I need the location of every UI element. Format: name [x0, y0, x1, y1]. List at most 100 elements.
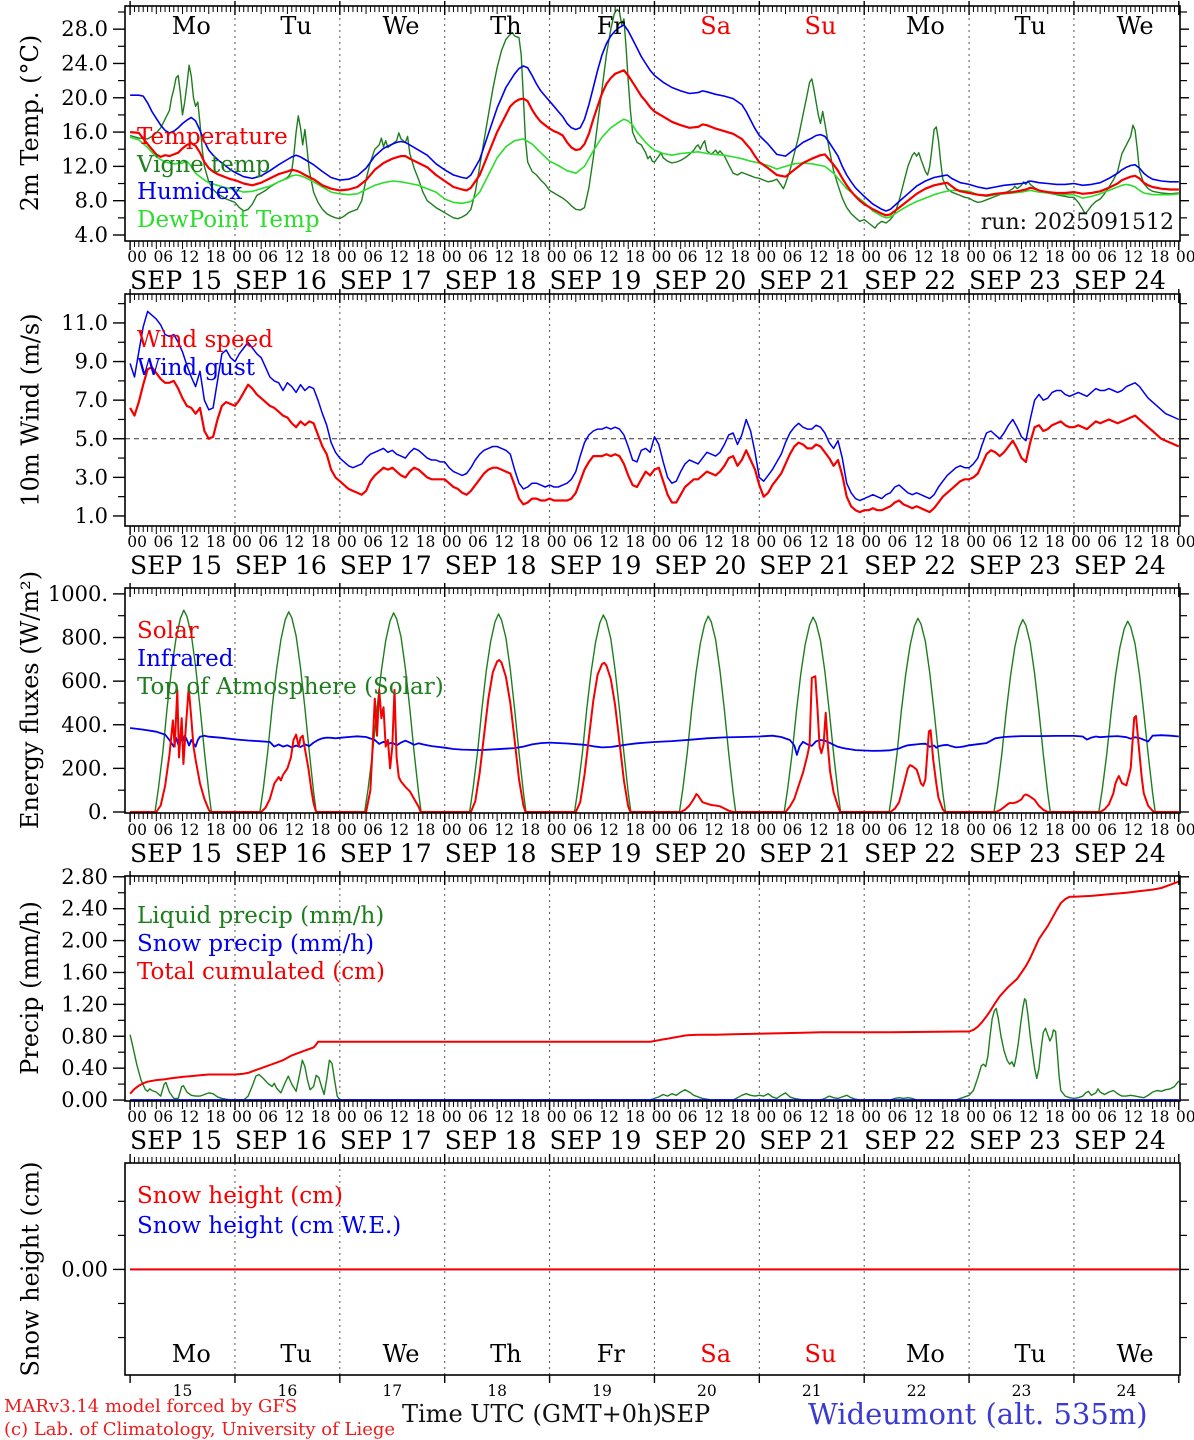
- hour-label: 18: [520, 533, 540, 551]
- hour-label: 12: [494, 533, 514, 551]
- hour-label: 18: [416, 821, 436, 839]
- hour-label: 06: [1097, 821, 1117, 839]
- hour-label: 00: [652, 533, 672, 551]
- hour-label: 12: [180, 821, 200, 839]
- hour-label: 06: [363, 821, 383, 839]
- hour-label: 18: [206, 248, 226, 266]
- hour-label: 12: [494, 821, 514, 839]
- hour-label: 00: [232, 533, 252, 551]
- hour-label: 18: [1045, 821, 1065, 839]
- hour-label: 06: [153, 1108, 173, 1126]
- y-tick-label: 3.0: [75, 465, 108, 489]
- y-tick-label: 0.00: [61, 1088, 108, 1112]
- panel-temp-ylabel: 2m Temp. (°C): [16, 34, 45, 212]
- panel-frame: [124, 293, 1181, 527]
- hour-label: 06: [992, 248, 1012, 266]
- hour-label: 06: [1097, 248, 1117, 266]
- series-humidex: [130, 24, 1179, 212]
- y-tick-label: 4.0: [75, 223, 108, 247]
- hour-label: 18: [1150, 248, 1170, 266]
- hour-label: 00: [966, 248, 986, 266]
- hour-label: 06: [153, 248, 173, 266]
- dow-label-Mo: Mo: [906, 12, 945, 40]
- hour-label: 06: [468, 533, 488, 551]
- y-tick-label: 0.: [88, 800, 108, 824]
- hour-label: 00: [652, 248, 672, 266]
- hour-label: 18: [625, 1108, 645, 1126]
- hour-label: 18: [416, 1108, 436, 1126]
- date-label: SEP 15: [130, 1126, 222, 1155]
- y-tick-label: 16.0: [61, 120, 108, 144]
- hour-label: 12: [914, 248, 934, 266]
- hour-label: 00: [547, 533, 567, 551]
- hour-label: 18: [520, 821, 540, 839]
- date-label: SEP 16: [235, 839, 327, 868]
- hour-label: 12: [1019, 821, 1039, 839]
- legend-flux-1: Infrared: [137, 646, 234, 672]
- date-label: SEP 23: [969, 266, 1061, 295]
- date-label: SEP 15: [130, 266, 222, 295]
- hour-label: 06: [783, 1108, 803, 1126]
- hour-label: 12: [1124, 821, 1144, 839]
- day-number-label: 18: [487, 1382, 507, 1400]
- date-label: SEP 18: [445, 551, 537, 580]
- hour-label: 12: [704, 533, 724, 551]
- date-label: SEP 20: [654, 551, 746, 580]
- legend-temp-2: Humidex: [137, 179, 243, 205]
- hour-label: 06: [258, 1108, 278, 1126]
- hour-label: 12: [1019, 248, 1039, 266]
- dow-label-Mo: Mo: [906, 1340, 945, 1368]
- hour-label: 06: [468, 248, 488, 266]
- hour-label: 12: [809, 821, 829, 839]
- hour-label: 12: [1019, 1108, 1039, 1126]
- series-liquid_precip: [129, 998, 1180, 1101]
- legend-flux-2: Top of Atmosphere (Solar): [137, 674, 444, 700]
- date-label: SEP 22: [864, 551, 956, 580]
- hour-label: 00: [1176, 533, 1194, 551]
- dow-label-Su: Su: [805, 1340, 837, 1368]
- hour-label: 18: [625, 533, 645, 551]
- series-wind_speed: [129, 366, 1180, 514]
- hour-label: 06: [992, 1108, 1012, 1126]
- y-tick-label: 0.00: [61, 1257, 108, 1281]
- hour-label: 06: [888, 248, 908, 266]
- dow-label-Su: Su: [805, 12, 837, 40]
- date-label: SEP 16: [235, 1126, 327, 1155]
- x-axis-title: Time UTC (GMT+0h): [402, 1400, 662, 1428]
- hour-label: 06: [678, 533, 698, 551]
- hour-label: 18: [940, 1108, 960, 1126]
- hour-label: 00: [861, 821, 881, 839]
- hour-label: 00: [127, 821, 147, 839]
- hour-label: 06: [258, 533, 278, 551]
- y-tick-label: 2.40: [61, 897, 108, 921]
- hour-label: 06: [153, 821, 173, 839]
- hour-label: 12: [809, 1108, 829, 1126]
- hour-label: 12: [389, 533, 409, 551]
- hour-label: 06: [992, 821, 1012, 839]
- hour-label: 18: [1150, 821, 1170, 839]
- legend-wind-1: Wind gust: [137, 355, 256, 381]
- day-number-label: 16: [278, 1382, 298, 1400]
- hour-label: 18: [625, 821, 645, 839]
- hour-label: 12: [599, 1108, 619, 1126]
- hour-label: 06: [363, 533, 383, 551]
- legend-temp-0: Temperature: [137, 124, 288, 150]
- hour-label: 12: [914, 533, 934, 551]
- legend-temp-1: Vigne temp: [137, 151, 271, 178]
- hour-label: 18: [835, 533, 855, 551]
- dow-label-Tu: Tu: [1015, 12, 1046, 40]
- hour-label: 12: [285, 1108, 305, 1126]
- hour-label: 00: [756, 821, 776, 839]
- hour-label: 06: [783, 533, 803, 551]
- hour-label: 12: [704, 821, 724, 839]
- hour-label: 06: [258, 821, 278, 839]
- day-number-label: 19: [592, 1382, 612, 1400]
- hour-label: 12: [285, 821, 305, 839]
- hour-label: 00: [1071, 248, 1091, 266]
- hour-label: 18: [940, 533, 960, 551]
- hour-label: 00: [337, 533, 357, 551]
- date-label: SEP 18: [445, 839, 537, 868]
- panel-precip-ylabel: Precip (mm/h): [15, 901, 44, 1075]
- date-label: SEP 18: [445, 266, 537, 295]
